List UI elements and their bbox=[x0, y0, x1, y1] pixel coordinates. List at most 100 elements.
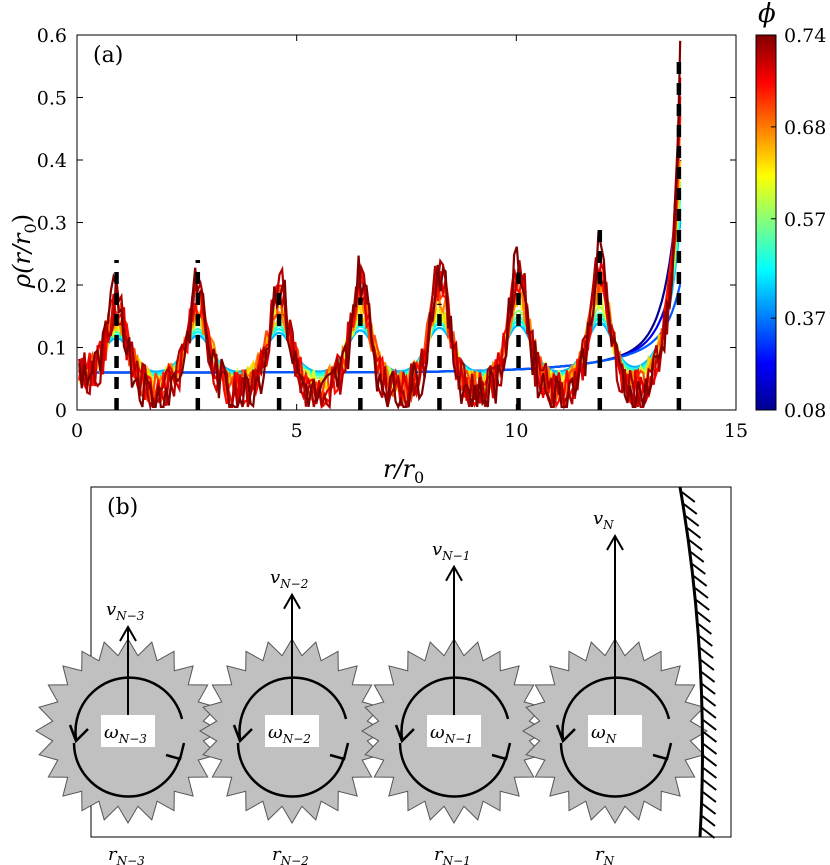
rotation-arrow-lower bbox=[236, 742, 346, 798]
hatch-line bbox=[700, 659, 715, 671]
omega-label: ωN−2 bbox=[268, 722, 311, 746]
omega-label: ωN−3 bbox=[104, 722, 147, 746]
wall bbox=[678, 486, 718, 839]
rotation-arrowhead-lower bbox=[329, 742, 350, 761]
hatch-line bbox=[685, 515, 700, 527]
panel-label-b: (b) bbox=[107, 495, 138, 520]
y-tick-label: 0.2 bbox=[37, 275, 67, 297]
rotation-arrowhead-lower bbox=[491, 742, 512, 761]
x-tick-label: 10 bbox=[504, 420, 528, 442]
radius-label: rN−1 bbox=[434, 844, 471, 865]
colorbar-tick-label: 0.08 bbox=[784, 400, 826, 422]
hatch-line bbox=[700, 671, 716, 683]
x-tick-label: 15 bbox=[724, 420, 748, 442]
series-layer bbox=[78, 40, 682, 410]
x-tick-label: 5 bbox=[291, 420, 303, 442]
velocity-label: vN−1 bbox=[432, 539, 470, 563]
hatch-line bbox=[701, 815, 716, 827]
hatch-line bbox=[686, 527, 702, 539]
gear-particle: vN−1 ωN−1 rN−1 bbox=[361, 539, 547, 865]
omega-label-box bbox=[265, 715, 319, 747]
hatch-line bbox=[700, 827, 716, 839]
colorbar-tick-label: 0.37 bbox=[784, 308, 826, 330]
radius-label: rN bbox=[595, 844, 615, 865]
velocity-label: vN−3 bbox=[106, 599, 145, 623]
velocity-arrowhead bbox=[445, 564, 463, 582]
colorbar-tick-label: 0.74 bbox=[784, 25, 826, 47]
hatch-line bbox=[702, 791, 717, 803]
rotation-arrow-lower bbox=[559, 742, 669, 798]
hatch-line bbox=[699, 647, 714, 659]
gear-particle: vN−3 ωN−3 rN−3 bbox=[35, 599, 221, 865]
plot-area bbox=[77, 35, 736, 410]
hatch-line bbox=[681, 491, 696, 503]
hatch-line bbox=[702, 755, 718, 767]
colorbar-tick-label: 0.68 bbox=[784, 117, 826, 139]
rotation-arrowhead-upper bbox=[555, 724, 576, 744]
omega-label: ωN bbox=[591, 722, 617, 746]
velocity-label: vN−2 bbox=[270, 567, 308, 591]
omega-label-box bbox=[427, 715, 481, 747]
hatch-line bbox=[702, 719, 717, 731]
y-axis-label: ρ(r/r0) bbox=[8, 214, 40, 289]
axis-layer: 0 5 10 15 0 0.1 0.2 0.3 0.4 0.5 0.6 bbox=[37, 25, 748, 442]
rotation-arrow-upper bbox=[561, 676, 671, 740]
omega-label-box bbox=[588, 715, 642, 747]
y-tick-label: 0.1 bbox=[37, 338, 67, 360]
y-tick-label: 0.3 bbox=[37, 213, 67, 235]
hatch-line bbox=[695, 599, 710, 611]
rotation-arrow-lower bbox=[72, 742, 182, 798]
omega-label: ωN−1 bbox=[430, 722, 473, 746]
colorbar-ticks: 0.74 0.68 0.57 0.37 0.08 bbox=[771, 25, 826, 422]
y-tick-label: 0.4 bbox=[37, 150, 67, 172]
particle-layer: vN−3 ωN−3 rN−3 vN−2 ωN−2 rN−2 vN−1 ωN−1 rN−1 vN ωN… bbox=[35, 508, 708, 865]
x-axis-label: r/r0 bbox=[383, 455, 424, 487]
rotation-arrow-upper bbox=[238, 676, 348, 740]
hatch-line bbox=[696, 611, 711, 623]
y-tick-label: 0 bbox=[55, 400, 67, 422]
rotation-arrowhead-lower bbox=[165, 742, 186, 761]
panel-label-a: (a) bbox=[93, 43, 123, 68]
hatch-line bbox=[693, 575, 708, 587]
rotation-arrow-lower bbox=[398, 742, 508, 798]
hatch-line bbox=[702, 743, 718, 755]
gear-particle: vN ωN rN bbox=[522, 508, 708, 865]
hatch-line bbox=[694, 587, 709, 599]
peak-marker-layer bbox=[114, 53, 682, 410]
velocity-arrowhead bbox=[283, 592, 301, 610]
radius-label: rN−3 bbox=[108, 844, 145, 865]
wall-boundary bbox=[678, 486, 704, 838]
colorbar-tick-label: 0.57 bbox=[784, 209, 826, 231]
x-tick-label: 0 bbox=[71, 420, 83, 442]
colorbar-gradient bbox=[755, 34, 777, 411]
hatch-line bbox=[698, 635, 713, 647]
rotation-arrow-upper bbox=[400, 676, 510, 740]
hatch-line bbox=[688, 539, 703, 551]
hatch-line bbox=[702, 779, 717, 791]
hatch-line bbox=[697, 623, 712, 635]
rotation-arrow-upper bbox=[74, 676, 184, 740]
rotation-arrowhead-upper bbox=[394, 724, 415, 744]
omega-label-box bbox=[101, 715, 155, 747]
hatch-line bbox=[701, 683, 716, 695]
hatch-line bbox=[702, 767, 717, 779]
colorbar: ϕ 0.74 0.68 0.57 0.37 0.08 bbox=[755, 0, 826, 422]
panel-b-diagram: (b) vN−3 ωN−3 rN−3 vN−2 ωN−2 rN−2 vN−1 ωN−1 rN−1… bbox=[35, 486, 732, 865]
velocity-arrowhead bbox=[119, 624, 137, 642]
y-tick-label: 0.6 bbox=[37, 25, 67, 47]
density-curve bbox=[78, 40, 682, 410]
velocity-arrowhead bbox=[606, 533, 624, 551]
hatch-line bbox=[702, 731, 718, 743]
panel-a-chart: 0 5 10 15 0 0.1 0.2 0.3 0.4 0.5 0.6 (a) r/r0 ρ(r/r… bbox=[8, 0, 826, 487]
gear-particle: vN−2 ωN−2 rN−2 bbox=[199, 567, 385, 865]
hatch-line bbox=[701, 803, 717, 815]
hatch-line bbox=[690, 551, 705, 563]
hatch-line bbox=[691, 563, 706, 575]
hatch-line bbox=[702, 707, 717, 719]
hatch-line bbox=[683, 503, 698, 515]
rotation-arrowhead-lower bbox=[652, 742, 673, 761]
y-tick-label: 0.5 bbox=[37, 88, 67, 110]
hatch-line bbox=[701, 695, 717, 707]
radius-label: rN−2 bbox=[272, 844, 309, 865]
